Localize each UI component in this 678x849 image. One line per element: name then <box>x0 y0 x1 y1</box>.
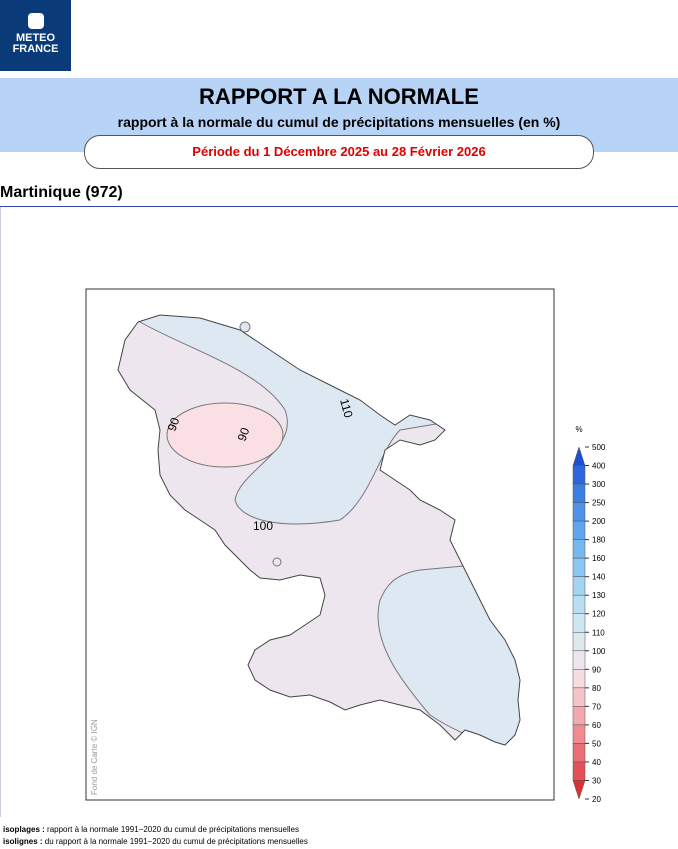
footer-line: isolignes : du rapport à la normale 1991… <box>3 836 308 848</box>
colorbar-label: 250 <box>592 499 606 508</box>
colorbar-label: 200 <box>592 517 606 526</box>
contour-label: 110 <box>337 397 356 419</box>
colorbar-segment <box>572 706 586 726</box>
colorbar-segment <box>572 557 586 577</box>
colorbar: 500 400 300 250 200 180 160 140 130 120 110 100 90 80… <box>572 443 606 804</box>
contour-blob <box>272 557 282 567</box>
colorbar-label: 60 <box>592 721 601 730</box>
colorbar-label: 40 <box>592 758 601 767</box>
colorbar-label: 50 <box>592 739 601 748</box>
colorbar-segment <box>572 576 586 596</box>
colorbar-label: 90 <box>592 665 601 674</box>
colorbar-label: 300 <box>592 480 606 489</box>
colorbar-segment <box>572 613 586 633</box>
colorbar-label: 70 <box>592 702 601 711</box>
title: RAPPORT A LA NORMALE <box>199 84 479 109</box>
colorbar-cap <box>572 780 586 800</box>
colorbar-label: 180 <box>592 536 606 545</box>
footer-key: isolignes : <box>3 837 43 846</box>
colorbar-segment <box>572 483 586 503</box>
colorbar-segment <box>572 539 586 559</box>
rule <box>0 206 678 207</box>
colorbar-label: 30 <box>592 776 601 785</box>
region: Martinique (972) <box>0 184 123 201</box>
contour-label: 100 <box>253 519 273 533</box>
colorbar-unit: % <box>575 425 582 434</box>
credit: Fond de Carte © IGN <box>90 719 99 795</box>
colorbar-label: 500 <box>592 443 606 452</box>
logo: METEO FRANCE <box>0 0 71 71</box>
colorbar-segment <box>572 669 586 689</box>
colorbar-label: 130 <box>592 591 606 600</box>
colorbar-segment <box>572 687 586 707</box>
colorbar-segment <box>572 650 586 670</box>
colorbar-label: 20 <box>592 795 601 804</box>
footer: isoplages : rapport à la normale 1991−20… <box>3 824 308 848</box>
subtitle: rapport à la normale du cumul de précipi… <box>117 114 561 130</box>
colorbar-segment <box>572 594 586 614</box>
contour-label: 90 <box>235 425 253 443</box>
colorbar-label: 400 <box>592 462 606 471</box>
footer-text: du rapport à la normale 1991−2020 du cum… <box>44 837 308 846</box>
footer-text: rapport à la normale 1991−2020 du cumul … <box>47 825 299 834</box>
logo-icon <box>27 13 44 29</box>
contour-blob <box>239 321 251 333</box>
colorbar-segment <box>572 743 586 763</box>
colorbar-label: 80 <box>592 684 601 693</box>
colorbar-segment <box>572 761 586 781</box>
logo-text: METEO <box>15 32 56 44</box>
period-box: Période du 1 Décembre 2025 au 28 Février… <box>84 135 594 169</box>
colorbar-cap <box>572 446 586 466</box>
colorbar-label: 140 <box>592 573 606 582</box>
panel-border <box>0 207 1 817</box>
colorbar-segment <box>572 502 586 522</box>
colorbar-segment <box>572 465 586 485</box>
colorbar-segment <box>572 520 586 540</box>
colorbar-label: 100 <box>592 647 606 656</box>
colorbar-label: 160 <box>592 554 606 563</box>
colorbar-label: 120 <box>592 610 606 619</box>
contour-label: 90 <box>165 415 183 433</box>
colorbar-segment <box>572 724 586 744</box>
footer-line: isoplages : rapport à la normale 1991−20… <box>3 824 308 836</box>
footer-key: isoplages : <box>3 825 45 834</box>
colorbar-segment <box>572 632 586 652</box>
logo-text: FRANCE <box>12 43 59 55</box>
zone-90 <box>166 402 284 468</box>
colorbar-label: 110 <box>592 628 605 637</box>
